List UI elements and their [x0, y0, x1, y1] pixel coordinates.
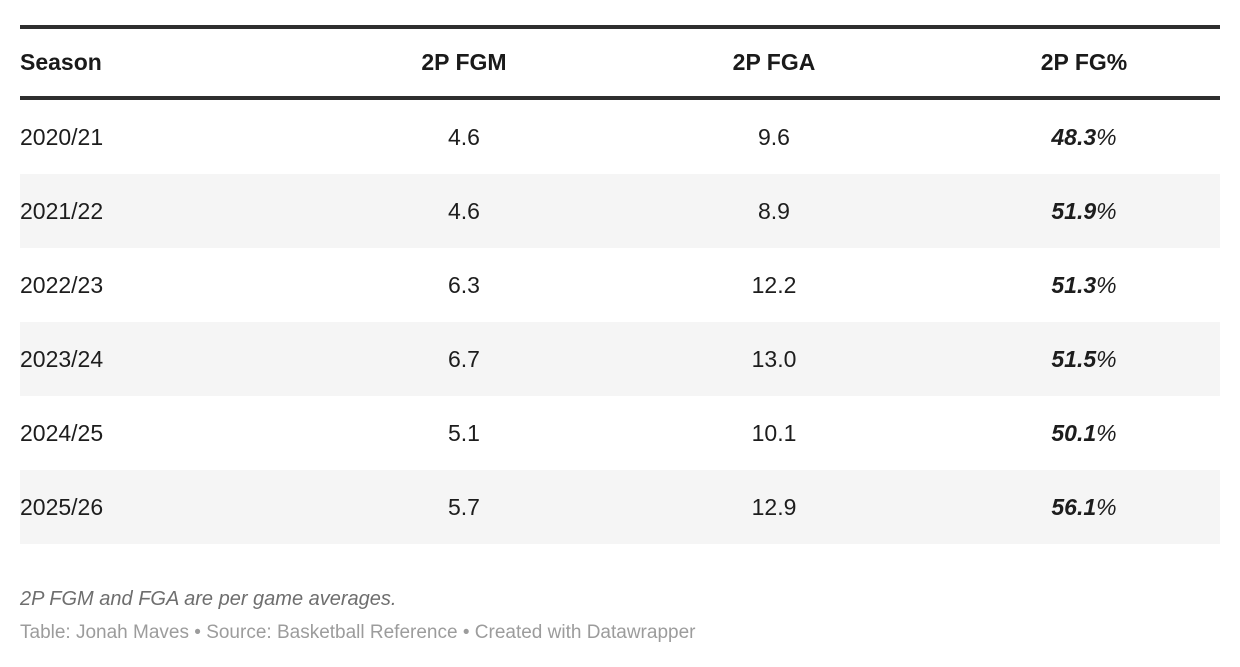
fgpct-value: 56.1 [1051, 493, 1097, 520]
column-header-2p-fga: 2P FGA [600, 27, 948, 100]
fgpct-cell: 51.5% [948, 322, 1220, 396]
column-header-2p-fgpct: 2P FG% [948, 27, 1220, 100]
column-header-2p-fgm: 2P FGM [328, 27, 600, 100]
fgpct-value: 51.3 [1051, 271, 1097, 298]
percent-sign: % [1096, 419, 1117, 446]
fgpct-cell: 56.1% [948, 470, 1220, 544]
fgpct-value: 51.9 [1051, 197, 1097, 224]
fgm-cell: 5.1 [448, 419, 480, 446]
fgpct-value: 51.5 [1051, 345, 1097, 372]
season-cell: 2023/24 [20, 345, 104, 372]
percent-sign: % [1096, 493, 1117, 520]
fga-cell: 12.2 [751, 271, 797, 298]
fgm-cell: 6.3 [448, 271, 480, 298]
fgm-cell: 5.7 [448, 493, 480, 520]
fgpct-value: 50.1 [1051, 419, 1097, 446]
fga-cell: 9.6 [758, 123, 790, 150]
season-cell: 2020/21 [20, 123, 104, 150]
fgpct-value: 48.3 [1051, 123, 1097, 150]
season-cell: 2025/26 [20, 493, 104, 520]
fgpct-cell: 51.3% [948, 248, 1220, 322]
percent-sign: % [1096, 345, 1117, 372]
column-header-season: Season [20, 27, 328, 100]
percent-sign: % [1096, 271, 1117, 298]
fgm-cell: 4.6 [448, 197, 480, 224]
table-row: 2025/26 5.7 12.9 56.1% [20, 470, 1220, 544]
season-cell: 2022/23 [20, 271, 104, 298]
fgpct-cell: 51.9% [948, 174, 1220, 248]
percent-sign: % [1096, 123, 1117, 150]
season-cell: 2024/25 [20, 419, 104, 446]
fgm-cell: 4.6 [448, 123, 480, 150]
fga-cell: 13.0 [751, 345, 797, 372]
percent-sign: % [1096, 197, 1117, 224]
attribution: Table: Jonah Maves • Source: Basketball … [20, 622, 696, 643]
table-row: 2021/22 4.6 8.9 51.9% [20, 174, 1220, 248]
table-header-row: Season 2P FGM 2P FGA 2P FG% [20, 27, 1220, 100]
fgm-cell: 6.7 [448, 345, 480, 372]
season-cell: 2021/22 [20, 197, 104, 224]
fga-cell: 10.1 [751, 419, 797, 446]
fga-cell: 8.9 [758, 197, 790, 224]
table-row: 2024/25 5.1 10.1 50.1% [20, 396, 1220, 470]
footnote: 2P FGM and FGA are per game averages. [20, 588, 397, 610]
table-row: 2022/23 6.3 12.2 51.3% [20, 248, 1220, 322]
fgpct-cell: 48.3% [948, 98, 1220, 174]
stats-table: Season 2P FGM 2P FGA 2P FG% 2020/21 4.6 … [20, 25, 1220, 544]
fgpct-cell: 50.1% [948, 396, 1220, 470]
table-row: 2020/21 4.6 9.6 48.3% [20, 98, 1220, 174]
datawrapper-table-embed: Season 2P FGM 2P FGA 2P FG% 2020/21 4.6 … [20, 25, 1220, 643]
fga-cell: 12.9 [751, 493, 797, 520]
table-row: 2023/24 6.7 13.0 51.5% [20, 322, 1220, 396]
